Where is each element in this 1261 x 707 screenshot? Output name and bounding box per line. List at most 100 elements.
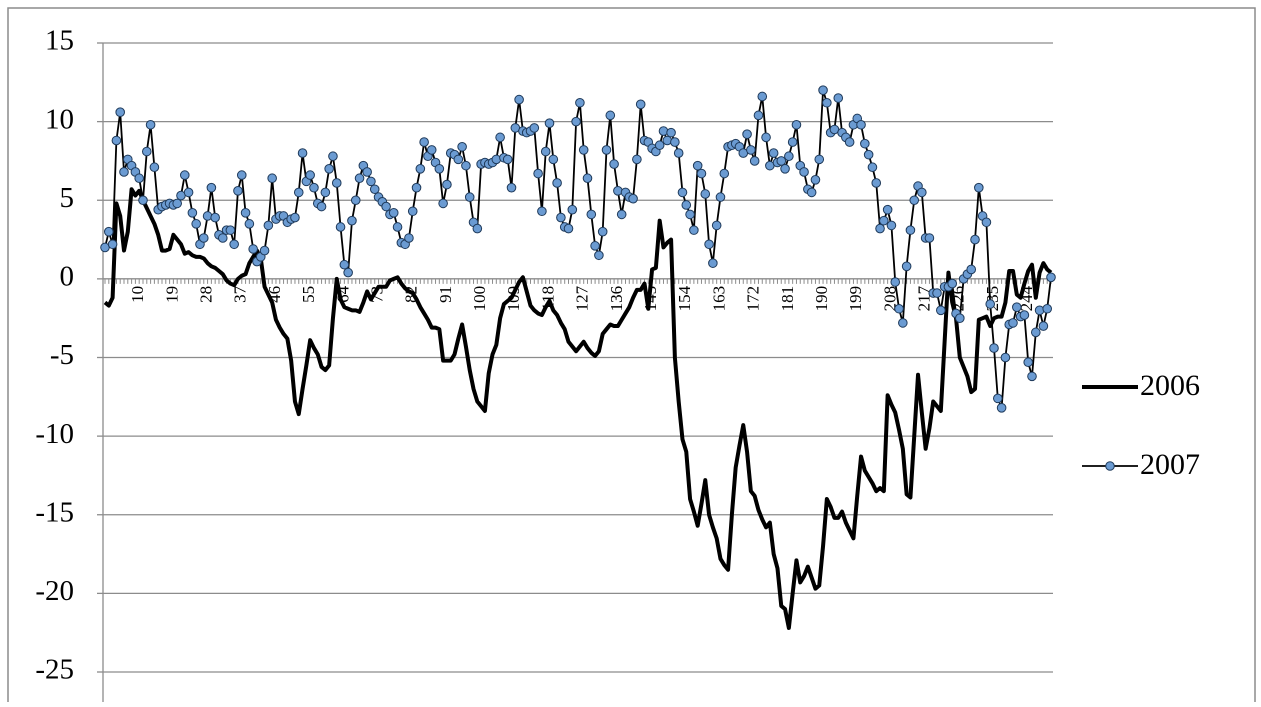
x-tick-label: 10 [128,286,147,303]
series-marker [575,97,585,108]
series-marker [715,192,726,202]
series-marker [419,137,429,147]
series-marker [343,267,353,278]
series-marker [328,151,338,162]
series-marker [236,170,247,180]
series-marker [1034,305,1045,316]
series-marker [179,170,190,180]
y-tick-label: -5 [50,339,74,371]
series-marker [677,187,688,198]
series-marker [293,187,304,198]
series-marker [974,182,984,193]
series-marker [590,241,600,251]
series-marker [324,164,334,174]
series-marker [635,99,646,110]
series-marker [806,187,817,198]
series-marker [757,91,768,102]
series-marker [354,173,365,184]
series-marker [225,225,236,235]
series-marker [331,178,342,188]
legend-label: 2007 [1140,448,1200,481]
series-marker [369,184,380,195]
series-marker [335,222,346,232]
series-marker [917,187,927,198]
series-marker [202,211,213,221]
series-marker [556,212,566,223]
series-marker [495,132,505,143]
series-marker [966,264,977,275]
series-marker [613,186,623,196]
series-marker [297,148,308,158]
series-marker [240,208,251,218]
series-marker [742,129,752,140]
series-marker [191,219,201,229]
series-marker [244,219,255,229]
series-marker [905,225,916,235]
series-marker [540,146,551,157]
series-marker [339,259,350,270]
series-marker [863,149,874,160]
series-marker [149,162,160,173]
series-marker [362,167,372,177]
series-marker [309,182,319,193]
series-marker [985,299,996,309]
series-marker [514,94,524,105]
series-marker [529,123,540,133]
x-tick-label: 91 [436,286,455,303]
series-marker [366,176,376,187]
series-marker [673,148,684,158]
series-marker [719,168,730,179]
series-marker [1038,321,1049,331]
chart-border [7,7,1256,707]
series-marker [305,170,315,180]
series-marker [681,200,692,210]
series-marker [708,258,718,268]
series-marker [1023,357,1034,368]
series-marker [989,343,999,353]
series-marker [746,145,756,155]
series-marker [761,132,771,143]
series-marker [909,195,920,206]
series-marker [472,223,483,234]
series-marker [879,215,889,226]
series-marker [768,148,779,158]
series-marker [381,201,391,212]
series-marker [901,261,912,272]
series-marker [1042,303,1053,314]
series-marker [491,154,502,165]
series-marker [791,119,802,130]
series-marker [206,182,217,193]
y-tick-label: -25 [35,654,74,686]
x-tick-label: 199 [846,286,865,312]
x-tick-label: 55 [299,286,318,303]
series-marker [833,93,844,103]
series-marker [111,135,122,146]
series-marker [996,403,1007,413]
series-marker [582,173,593,184]
series-marker [453,154,464,165]
series-marker [882,204,893,215]
x-tick-label: 127 [573,285,592,311]
series-marker [552,178,562,188]
series-marker [350,195,361,206]
x-tick-label: 154 [675,285,694,311]
series-marker [632,154,642,165]
series-line [103,187,1053,630]
series-marker [457,141,467,152]
series-marker [438,198,448,209]
series-marker [894,303,904,314]
series-marker [134,173,144,184]
series-marker [1046,272,1056,283]
series-marker [1012,302,1022,312]
series-marker [780,164,790,174]
series-marker [145,119,156,130]
series-marker [890,277,901,287]
series-marker [187,208,198,218]
series-marker [506,182,517,193]
series-marker [1019,310,1030,320]
x-tick-label: 136 [607,286,626,312]
series-marker [567,204,578,215]
series-marker [856,119,866,130]
series-marker [696,168,707,179]
series-marker [670,137,680,147]
